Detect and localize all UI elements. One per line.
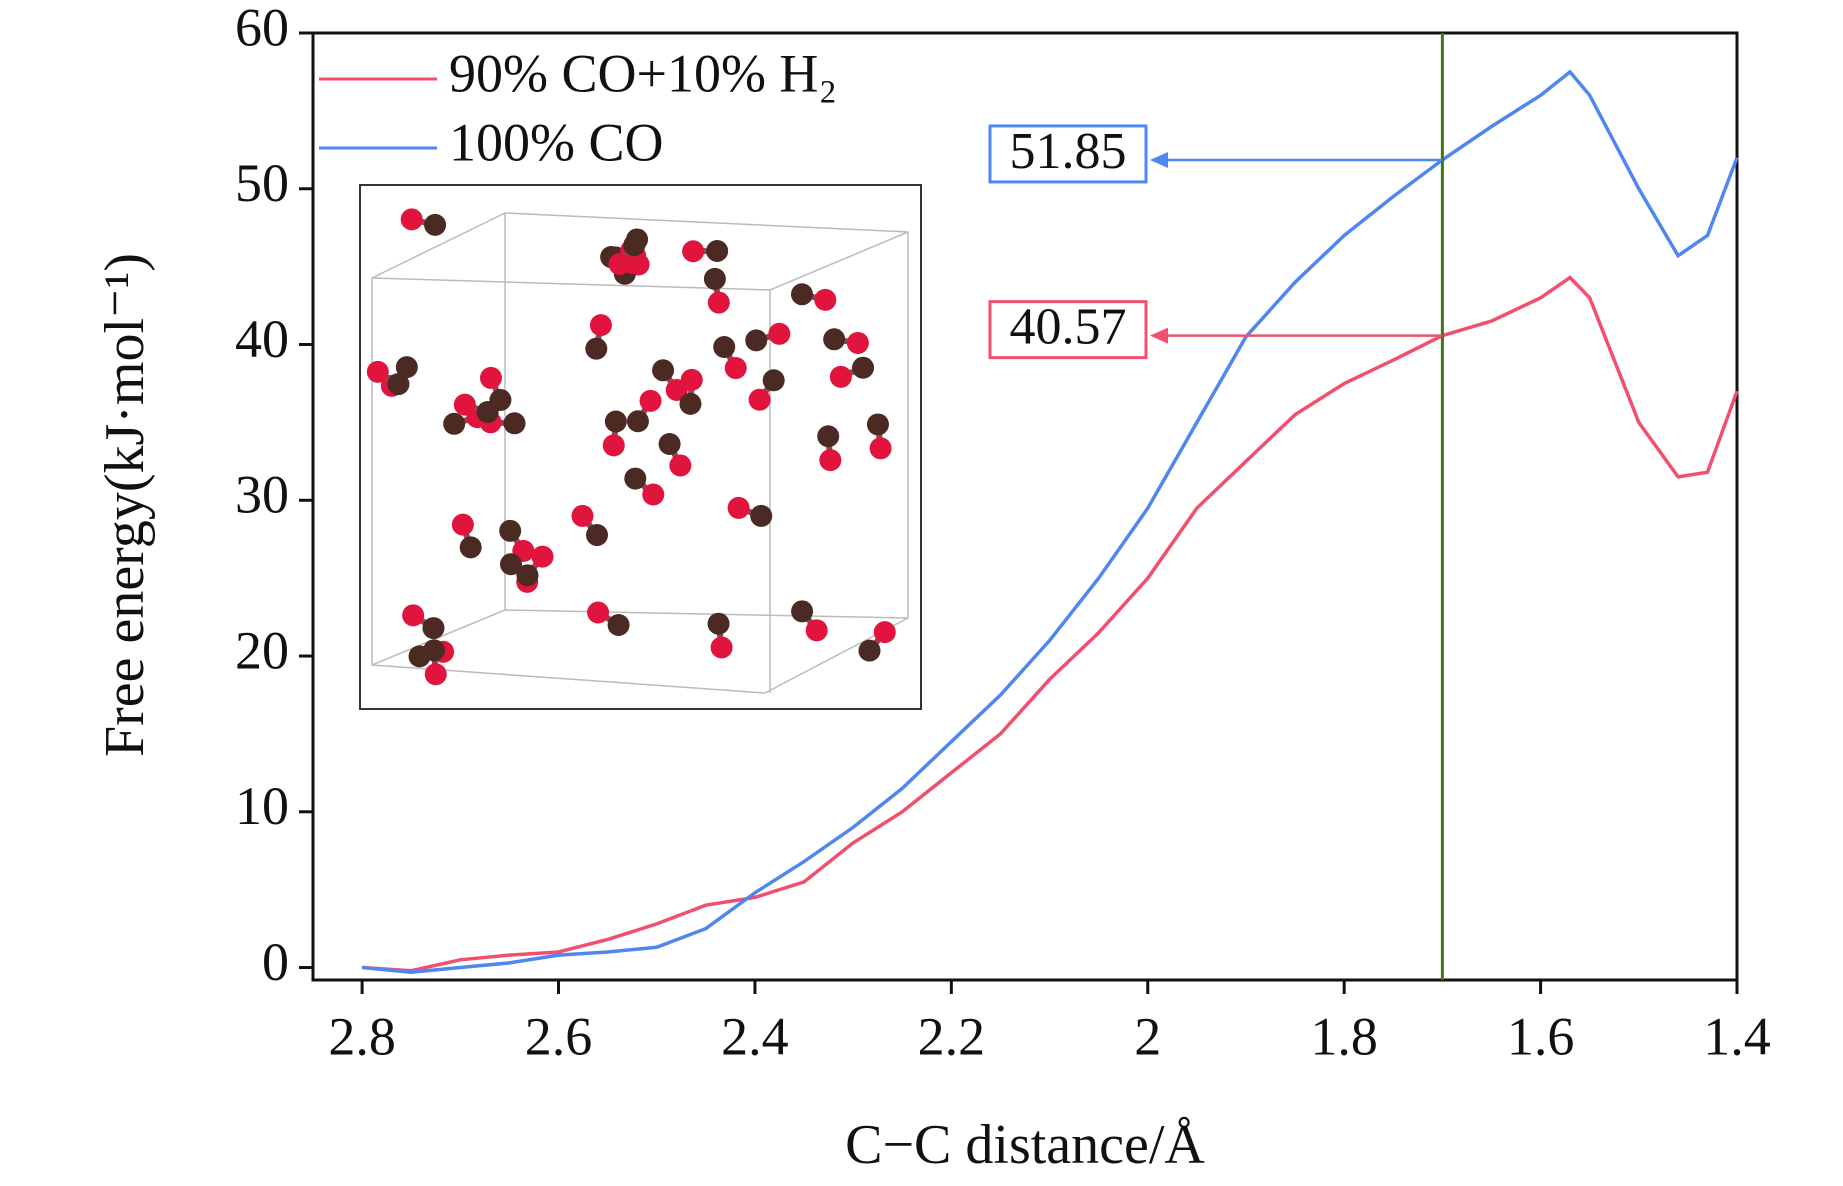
atom [453, 393, 476, 416]
atom [443, 412, 466, 435]
atom [587, 601, 610, 624]
y-tick-label: 0 [262, 932, 289, 992]
atom [422, 617, 445, 640]
x-tick-label: 2.4 [721, 1006, 789, 1066]
annotation-label: 40.57 [1010, 299, 1127, 356]
atom [829, 365, 852, 388]
x-tick-label: 1.8 [1310, 1006, 1378, 1066]
annotation-box [988, 300, 1148, 360]
atom [489, 388, 512, 411]
atom [571, 504, 594, 527]
atom [503, 412, 526, 435]
atom [387, 373, 410, 396]
y-axis-label: Free energy(kJ·mol⁻¹) [94, 253, 156, 757]
atom [819, 449, 842, 472]
atom [805, 619, 828, 642]
atom [424, 213, 447, 236]
atom [817, 425, 840, 448]
atom [642, 483, 665, 506]
atom [423, 639, 446, 662]
arrow-head [1150, 151, 1168, 168]
x-tick-label: 2.8 [328, 1006, 396, 1066]
atom [680, 368, 703, 391]
atom [624, 467, 647, 490]
atom [790, 283, 813, 306]
atom [706, 239, 729, 262]
legend-label: 100% CO [449, 112, 664, 172]
atom [602, 434, 625, 457]
atom [586, 524, 609, 547]
y-tick-label: 10 [235, 776, 289, 836]
atom [604, 410, 627, 433]
atom [499, 553, 522, 576]
atom [814, 288, 837, 311]
atom [748, 388, 771, 411]
atom [858, 639, 881, 662]
atom [402, 604, 425, 627]
atom [639, 389, 662, 412]
atom [762, 369, 785, 392]
atom [626, 410, 649, 433]
y-tick-label: 20 [235, 620, 289, 680]
atom [516, 564, 539, 587]
atom [652, 359, 675, 382]
atom [395, 356, 418, 379]
atom [589, 314, 612, 337]
atom [852, 356, 875, 379]
atom [727, 496, 750, 519]
atom [658, 433, 681, 456]
atom [724, 357, 747, 380]
y-tick-label: 50 [235, 153, 289, 213]
atom [451, 513, 474, 536]
legend-label: 90% CO+10% H₂ [449, 43, 837, 103]
x-tick-label: 1.6 [1507, 1006, 1575, 1066]
atom [400, 208, 423, 231]
atom [585, 337, 608, 360]
inset-structure [359, 184, 922, 710]
atom [679, 392, 702, 415]
atom [366, 360, 389, 383]
atom [846, 331, 869, 354]
atom [424, 663, 447, 686]
atom [479, 366, 502, 389]
atom [499, 519, 522, 542]
atom [866, 413, 889, 436]
atom [531, 545, 554, 568]
x-tick-label: 1.4 [1703, 1006, 1771, 1066]
atom [682, 240, 705, 263]
atom [750, 504, 773, 527]
x-axis-label: C−C distance/Å [845, 1114, 1205, 1176]
atom [823, 328, 846, 351]
arrow-head [1150, 327, 1168, 344]
plot-frame [311, 31, 1739, 982]
series-line [361, 275, 1739, 973]
atom [710, 636, 733, 659]
x-tick-label: 2.2 [918, 1006, 986, 1066]
y-tick-label: 60 [235, 0, 289, 57]
atom [713, 335, 736, 358]
x-tick-label: 2 [1134, 1006, 1161, 1066]
atom [707, 612, 730, 635]
atom [608, 253, 631, 276]
y-tick-label: 30 [235, 465, 289, 525]
annotation-label: 51.85 [1010, 123, 1127, 180]
atom [745, 329, 768, 352]
atom [869, 437, 892, 460]
y-tick-label: 40 [235, 309, 289, 369]
atom [768, 322, 791, 345]
series-line [361, 69, 1739, 974]
atom [623, 234, 646, 257]
atom [707, 291, 730, 314]
atom [607, 613, 630, 636]
x-tick-label: 2.6 [525, 1006, 593, 1066]
atom [873, 621, 896, 644]
atom [791, 600, 814, 623]
annotation-box [988, 124, 1148, 184]
atom [669, 454, 692, 477]
atom [703, 267, 726, 290]
atom [459, 536, 482, 559]
